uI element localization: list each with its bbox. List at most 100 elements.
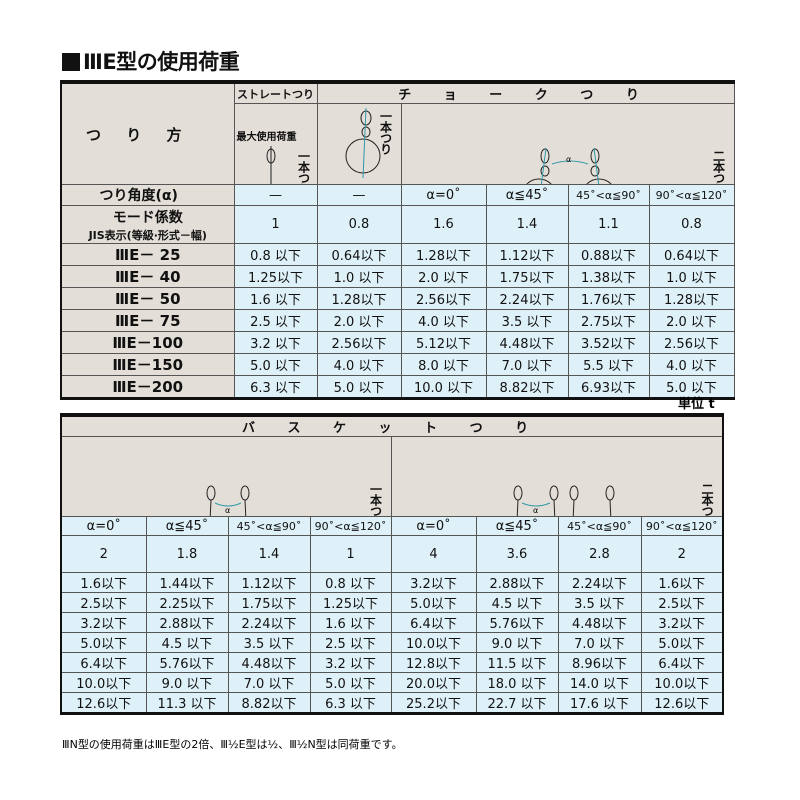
max-load-label: 最大使用荷重 bbox=[236, 132, 297, 143]
mode-cell: 0.8 bbox=[316, 205, 402, 244]
load-cell: 1.0 以下 bbox=[316, 265, 402, 288]
table-row: 3.2以下 2.88以下 2.24以下 1.6 以下 6.4以下 5.76以下 4.48以下… bbox=[60, 612, 724, 633]
load-cell: 3.2 以下 bbox=[309, 652, 392, 673]
load-cell: 2.25以下 bbox=[145, 592, 229, 613]
load-cell: 1.0 以下 bbox=[648, 265, 735, 288]
unit-label: 単位 t bbox=[678, 397, 715, 412]
load-cell: 3.5 以下 bbox=[557, 592, 642, 613]
angle-cell: α=0˚ bbox=[390, 516, 477, 536]
load-cell: 4.5 以下 bbox=[145, 632, 229, 653]
angle-cell: 90˚<α≦120˚ bbox=[648, 184, 735, 206]
angle-label: つり角度(α) bbox=[60, 184, 235, 206]
load-cell: 8.0 以下 bbox=[400, 353, 487, 376]
load-cell: 7.0 以下 bbox=[557, 632, 642, 653]
basket-header: バ ス ケ ッ ト つ り bbox=[60, 414, 724, 437]
load-cell: 5.76以下 bbox=[145, 652, 229, 673]
load-cell: 18.0 以下 bbox=[475, 672, 559, 693]
single-label: 一本つり bbox=[378, 110, 393, 154]
angle-cell: — bbox=[316, 184, 402, 206]
load-cell: 10.0 以下 bbox=[400, 375, 487, 399]
load-cell: 6.4以下 bbox=[60, 652, 147, 673]
basket-sling-icon: α bbox=[206, 485, 250, 516]
load-cell: 1.75以下 bbox=[485, 265, 569, 288]
load-cell: 10.0以下 bbox=[640, 672, 724, 693]
load-cell: 5.76以下 bbox=[475, 612, 559, 633]
load-cell: 12.8以下 bbox=[390, 652, 477, 673]
load-cell: 1.6 以下 bbox=[233, 287, 318, 310]
mode-jis-label: モード係数 JIS表示(等級·形式－幅) bbox=[60, 205, 235, 244]
footnote: ⅢN型の使用荷重はⅢE型の2倍、Ⅲ½E型は½、Ⅲ½N型は同荷重です。 bbox=[62, 738, 403, 751]
load-cell: 10.0以下 bbox=[60, 672, 147, 693]
load-cell: 1.75以下 bbox=[227, 592, 311, 613]
mode-cell: 2 bbox=[60, 535, 147, 573]
load-cell: 2.56以下 bbox=[400, 287, 487, 310]
load-cell: 2.0 以下 bbox=[400, 265, 487, 288]
load-cell: 0.64以下 bbox=[648, 243, 735, 266]
load-cell: 5.0 以下 bbox=[309, 672, 392, 693]
jis-label: JIS表示(等級·形式－幅) bbox=[88, 228, 207, 242]
load-cell: 4.48以下 bbox=[227, 652, 311, 673]
load-cell: 22.7 以下 bbox=[475, 692, 559, 714]
svg-text:α: α bbox=[533, 506, 538, 515]
load-cell: 2.0 以下 bbox=[648, 309, 735, 332]
table-row: ⅢE－100 3.2 以下 2.56以下 5.12以下 4.48以下 3.52以下 2.56… bbox=[60, 331, 735, 354]
angle-cell: α≦45˚ bbox=[475, 516, 559, 536]
jis-code-cell: ⅢE－ 75 bbox=[60, 309, 235, 332]
single-label: 一本つり bbox=[296, 150, 311, 185]
table-row: 6.4以下 5.76以下 4.48以下 3.2 以下 12.8以下 11.5 以下 8.96… bbox=[60, 652, 724, 673]
choke-single-diagram: 一本つり bbox=[316, 103, 402, 185]
load-cell: 5.0以下 bbox=[640, 632, 724, 653]
load-cell: 6.93以下 bbox=[567, 375, 650, 399]
load-cell: 3.2 以下 bbox=[233, 331, 318, 354]
load-cell: 6.3 以下 bbox=[233, 375, 318, 399]
load-cell: 20.0以下 bbox=[390, 672, 477, 693]
load-cell: 1.28以下 bbox=[648, 287, 735, 310]
basket-double-diagram: α 二本つり bbox=[390, 436, 724, 517]
load-cell: 1.25以下 bbox=[233, 265, 318, 288]
load-cell: 2.5 以下 bbox=[233, 309, 318, 332]
load-cell: 5.0以下 bbox=[390, 592, 477, 613]
load-cell: 2.56以下 bbox=[316, 331, 402, 354]
angle-cell: 45˚<α≦90˚ bbox=[557, 516, 642, 536]
load-cell: 8.82以下 bbox=[227, 692, 311, 714]
table-row: 5.0以下 4.5 以下 3.5 以下 2.5 以下 10.0以下 9.0 以下 7.0 以… bbox=[60, 632, 724, 653]
table-row: ⅢE－150 5.0 以下 4.0 以下 8.0 以下 7.0 以下 5.5 以下 4.0 … bbox=[60, 353, 735, 376]
choke-load-table: つ り 方 ストレートつり チ ョ ー ク つ り 一本つり 最大使用荷重 一本… bbox=[60, 80, 735, 400]
mode-cell: 1.4 bbox=[227, 535, 311, 573]
angle-cell: α=0˚ bbox=[400, 184, 487, 206]
table-row: ⅢE－200 6.3 以下 5.0 以下 10.0 以下 8.82以下 6.93以下 5.0… bbox=[60, 375, 735, 399]
load-cell: 0.88以下 bbox=[567, 243, 650, 266]
load-cell: 11.5 以下 bbox=[475, 652, 559, 673]
mode-cell: 1.6 bbox=[400, 205, 487, 244]
load-cell: 2.88以下 bbox=[145, 612, 229, 633]
table-row: ⅢE－ 25 0.8 以下 0.64以下 1.28以下 1.12以下 0.88以下 0.64… bbox=[60, 243, 735, 266]
basket-load-table: バ ス ケ ッ ト つ り α 一本つり α 二本つり α=0˚ α≦45˚ 45˚… bbox=[60, 413, 725, 715]
title-text: ⅢE型の使用荷重 bbox=[83, 50, 240, 74]
svg-text:α: α bbox=[225, 506, 230, 515]
load-cell: 4.0 以下 bbox=[400, 309, 487, 332]
load-cell: 11.3 以下 bbox=[145, 692, 229, 714]
angle-cell: 90˚<α≦120˚ bbox=[309, 516, 392, 536]
load-cell: 6.4以下 bbox=[390, 612, 477, 633]
load-cell: 4.5 以下 bbox=[475, 592, 559, 613]
load-cell: 1.28以下 bbox=[316, 287, 402, 310]
load-cell: 2.24以下 bbox=[557, 572, 642, 593]
table-row: ⅢE－ 50 1.6 以下 1.28以下 2.56以下 2.24以下 1.76以下 1.28… bbox=[60, 287, 735, 310]
load-cell: 2.24以下 bbox=[227, 612, 311, 633]
load-cell: 5.12以下 bbox=[400, 331, 487, 354]
load-cell: 1.6以下 bbox=[640, 572, 724, 593]
double-label: 二本つり bbox=[700, 482, 715, 517]
load-cell: 1.6以下 bbox=[60, 572, 147, 593]
mode-cell: 2.8 bbox=[557, 535, 642, 573]
basket-double-sling-icon: α bbox=[513, 485, 614, 516]
load-cell: 2.5 以下 bbox=[309, 632, 392, 653]
load-cell: 0.8 以下 bbox=[309, 572, 392, 593]
mode-cell: 1.4 bbox=[485, 205, 569, 244]
mode-cell: 2 bbox=[640, 535, 724, 573]
mode-cell: 1.8 bbox=[145, 535, 229, 573]
load-cell: 1.12以下 bbox=[485, 243, 569, 266]
load-cell: 3.2以下 bbox=[60, 612, 147, 633]
jis-code-cell: ⅢE－150 bbox=[60, 353, 235, 376]
mode-cell: 1 bbox=[233, 205, 318, 244]
load-cell: 0.64以下 bbox=[316, 243, 402, 266]
